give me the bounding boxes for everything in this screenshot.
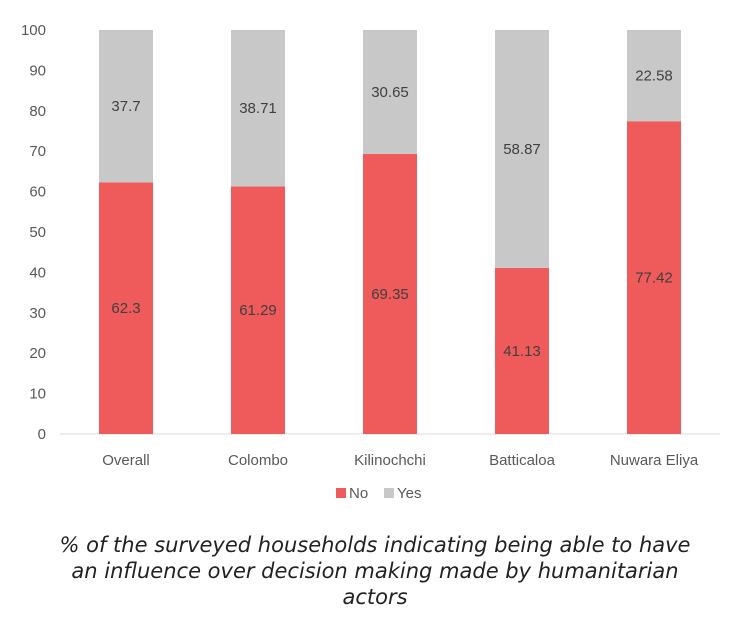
bar-segment-no [363,153,417,435]
y-tick-label: 20 [29,345,46,362]
stacked-bar-chart: 0 10 20 30 40 50 60 70 80 90 100 62.3 37.7 61.29 38.7… [21,22,720,502]
y-tick-label: 30 [29,305,46,322]
legend-label-yes: Yes [397,485,421,502]
legend-swatch-no [336,488,346,498]
caption-line-1: % of the surveyed households indicating … [59,533,691,557]
bar-segment-yes [231,30,285,187]
x-category-label: Batticaloa [489,452,556,469]
y-tick-label: 0 [38,426,46,443]
legend: No Yes [336,485,421,502]
bar-segment-no [231,186,285,434]
data-label-yes: 37.7 [111,98,140,115]
bar-segment-no [627,121,681,434]
y-tick-label: 10 [29,386,46,403]
x-category-label: Overall [102,452,150,469]
bar-segment-no [99,182,153,434]
y-tick-label: 50 [29,224,46,241]
data-label-no: 62.3 [111,300,140,317]
legend-swatch-yes [384,488,394,498]
bar-segment-no [495,267,549,434]
y-tick-label: 40 [29,264,46,281]
bar-segment-yes [363,30,417,154]
chart-caption: % of the surveyed households indicating … [0,532,750,610]
data-label-yes: 58.87 [503,141,541,158]
bar-segment-yes [495,30,549,268]
x-category-label: Kilinochchi [354,452,426,469]
data-label-yes: 30.65 [371,84,409,101]
x-axis: Overall Colombo Kilinochchi Batticaloa Nuwar… [102,452,699,469]
caption-line-2: an influence over decision making made b… [71,559,679,583]
x-category-label: Colombo [228,452,288,469]
caption-line-3: actors [342,585,408,609]
legend-label-no: No [349,485,368,502]
bar-segment-yes [627,30,681,122]
bar-segment-yes [99,30,153,183]
bars: 62.3 37.7 61.29 38.71 69.35 30.65 41.13 58.87 77… [99,30,681,435]
y-tick-label: 90 [29,62,46,79]
x-category-label: Nuwara Eliya [610,452,699,469]
y-tick-label: 80 [29,103,46,120]
y-tick-label: 70 [29,143,46,160]
data-label-no: 69.35 [371,286,409,303]
data-label-no: 41.13 [503,343,541,360]
data-label-no: 61.29 [239,302,277,319]
y-tick-label: 100 [21,22,46,39]
data-label-no: 77.42 [635,270,673,287]
y-tick-label: 60 [29,184,46,201]
y-axis: 0 10 20 30 40 50 60 70 80 90 100 [21,22,46,443]
data-label-yes: 38.71 [239,100,277,117]
data-label-yes: 22.58 [635,68,673,85]
